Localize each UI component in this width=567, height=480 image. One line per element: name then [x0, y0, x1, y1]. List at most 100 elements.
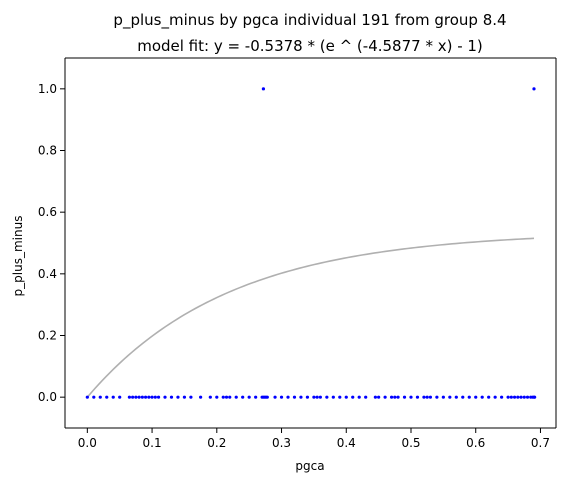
x-tick-label: 0.4: [337, 436, 356, 450]
data-point: [98, 395, 102, 399]
data-point: [493, 395, 497, 399]
data-point: [134, 395, 138, 399]
data-point: [182, 395, 187, 399]
data-point: [516, 395, 520, 399]
data-point: [156, 395, 161, 399]
x-tick-label: 0.7: [531, 436, 550, 450]
data-point: [425, 395, 429, 399]
data-point: [137, 395, 141, 399]
data-point: [522, 395, 526, 399]
data-point: [228, 395, 232, 399]
data-point: [261, 87, 266, 91]
data-point: [208, 395, 212, 399]
data-point: [150, 395, 154, 399]
data-point: [389, 395, 394, 399]
data-point: [415, 395, 420, 399]
data-point: [279, 395, 284, 399]
data-point: [224, 395, 229, 399]
data-point: [92, 395, 96, 399]
data-point: [234, 395, 238, 399]
data-point: [325, 395, 329, 399]
y-tick-label: 1.0: [38, 82, 57, 96]
x-tick-label: 0.5: [401, 436, 420, 450]
data-point: [393, 395, 397, 399]
y-tick-label: 0.6: [38, 205, 57, 219]
chart-subtitle: model fit: y = -0.5378 * (e ^ (-4.5877 *…: [137, 37, 483, 55]
data-point: [143, 395, 148, 399]
data-point: [111, 395, 115, 399]
x-axis-label: pgca: [295, 459, 324, 473]
data-point: [85, 395, 89, 399]
x-tick-label: 0.1: [143, 436, 162, 450]
data-point: [344, 395, 348, 399]
x-tick-label: 0.6: [466, 436, 485, 450]
data-point: [441, 395, 445, 399]
data-point: [292, 395, 297, 399]
data-point: [254, 395, 258, 399]
chart-title: p_plus_minus by pgca individual 191 from…: [113, 11, 506, 30]
data-point: [428, 395, 433, 399]
data-point: [247, 395, 251, 399]
data-point: [474, 395, 478, 399]
y-tick-label: 0.8: [38, 144, 57, 158]
y-tick-label: 0.2: [38, 329, 57, 343]
data-point: [533, 395, 537, 399]
data-point: [357, 395, 361, 399]
data-point: [241, 395, 245, 399]
data-point: [265, 395, 269, 399]
data-point: [402, 395, 407, 399]
data-point: [215, 395, 219, 399]
data-point: [435, 395, 439, 399]
data-point: [409, 395, 413, 399]
data-point: [299, 395, 303, 399]
data-point: [383, 395, 387, 399]
x-tick-label: 0.0: [78, 436, 97, 450]
x-tick-label: 0.2: [207, 436, 226, 450]
data-point: [396, 395, 400, 399]
data-point: [532, 87, 536, 91]
plot-area: 0.0 0.1 0.2 0.3 0.4 0.5 0.6 0.7 0.0 0.2 0.4 0.6 0.8 1…: [38, 57, 557, 450]
data-point: [506, 395, 510, 399]
data-point: [118, 395, 122, 399]
data-point: [448, 395, 452, 399]
data-point: [422, 395, 426, 399]
data-point: [487, 395, 491, 399]
data-point: [525, 395, 530, 399]
data-point: [500, 395, 504, 399]
data-point: [331, 395, 335, 399]
data-point: [364, 395, 368, 399]
data-point: [480, 395, 484, 399]
data-point: [315, 395, 319, 399]
data-point: [377, 395, 381, 399]
y-axis-label: p_plus_minus: [11, 216, 25, 297]
data-point: [318, 395, 322, 399]
data-point: [351, 395, 355, 399]
data-point: [163, 395, 167, 399]
data-point: [131, 395, 135, 399]
data-point: [461, 395, 465, 399]
data-point: [127, 395, 132, 399]
data-point: [454, 395, 458, 399]
data-point: [105, 395, 109, 399]
x-tick-label: 0.3: [272, 436, 291, 450]
data-point: [273, 395, 277, 399]
data-point: [147, 395, 151, 399]
data-point: [373, 395, 377, 399]
data-point: [305, 395, 310, 399]
y-tick-label: 0.4: [38, 267, 57, 281]
data-point: [512, 395, 517, 399]
data-point: [189, 395, 193, 399]
data-point: [312, 395, 316, 399]
data-point: [286, 395, 290, 399]
data-point: [199, 395, 203, 399]
fit-curve: [86, 237, 535, 398]
data-point: [221, 395, 225, 399]
data-point: [140, 395, 144, 399]
data-point: [169, 395, 174, 399]
data-point: [338, 395, 342, 399]
data-point: [519, 395, 523, 399]
data-point: [509, 395, 513, 399]
data-point: [176, 395, 180, 399]
y-tick-label: 0.0: [38, 390, 57, 404]
